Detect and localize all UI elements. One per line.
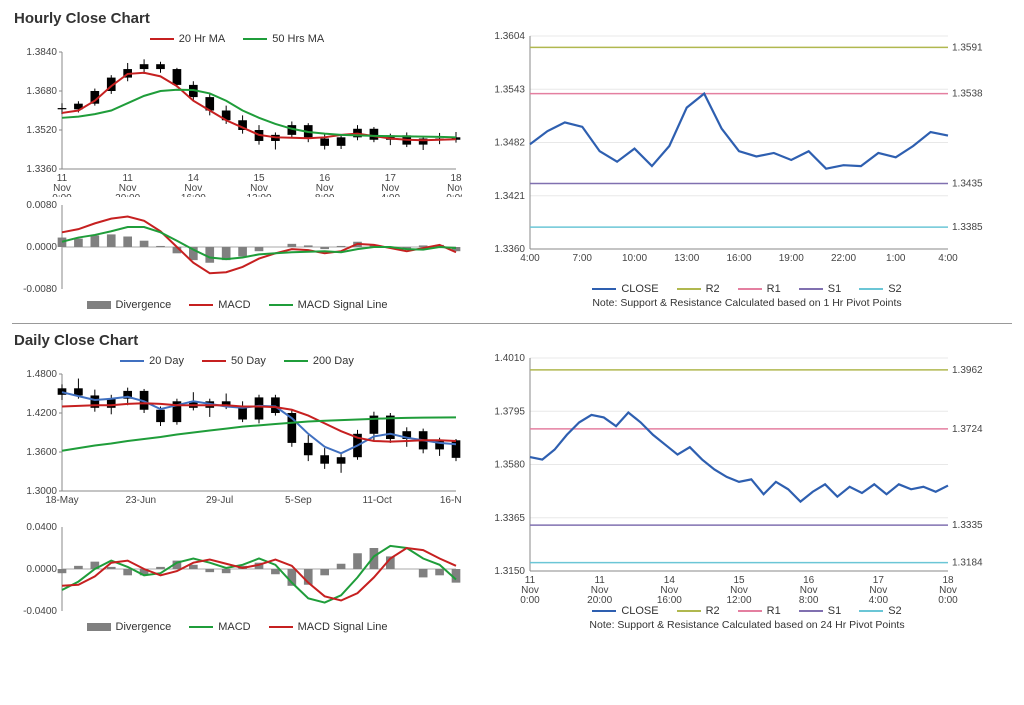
svg-text:1.3543: 1.3543 [494,84,525,95]
section-divider [12,323,1012,324]
hourly-price-legend: 20 Hr MA50 Hrs MA [12,33,462,45]
svg-text:10:00: 10:00 [622,253,647,264]
daily-price-chart: 1.30001.36001.42001.480018-May23-Jun29-J… [12,369,462,519]
daily-macd-legend: DivergenceMACDMACD Signal Line [12,621,462,633]
svg-text:1.3365: 1.3365 [494,513,525,524]
hourly-title: Hourly Close Chart [14,10,1012,27]
hourly-sr-legend: CLOSER2R1S1S2 [482,283,1012,295]
svg-text:-0.0080: -0.0080 [23,284,57,295]
svg-text:4:00: 4:00 [938,253,958,264]
svg-text:19:00: 19:00 [779,253,804,264]
svg-text:1.4200: 1.4200 [26,408,57,419]
daily-macd-chart: -0.0400 0.0000 0.0400 [12,519,462,619]
svg-text:1.3421: 1.3421 [494,191,525,202]
hourly-macd-legend: DivergenceMACDMACD Signal Line [12,299,462,311]
svg-text:8:00: 8:00 [799,595,819,603]
svg-text:1.4010: 1.4010 [494,353,525,364]
svg-text:16:00: 16:00 [726,253,751,264]
svg-text:1.3600: 1.3600 [26,447,57,458]
svg-text:1.3435: 1.3435 [952,179,983,190]
svg-text:1.3520: 1.3520 [26,125,57,136]
svg-text:1:00: 1:00 [886,253,906,264]
svg-text:1.3335: 1.3335 [952,520,983,531]
svg-text:16-Nov: 16-Nov [440,495,462,506]
svg-text:23-Jun: 23-Jun [126,495,157,506]
svg-text:11-Oct: 11-Oct [363,495,392,506]
svg-text:1.3591: 1.3591 [952,42,983,53]
svg-text:1.3184: 1.3184 [952,558,983,569]
svg-text:1.3385: 1.3385 [952,222,983,233]
daily-sr-chart: 1.3150 1.3365 1.3580 1.3795 1.4010 1.3962 1.37… [482,353,992,603]
svg-text:1.3360: 1.3360 [26,164,57,175]
svg-text:0.0000: 0.0000 [26,564,57,575]
svg-text:20:00: 20:00 [587,595,612,603]
svg-text:7:00: 7:00 [573,253,593,264]
svg-text:13:00: 13:00 [674,253,699,264]
hourly-macd-chart: -0.0080 0.0000 0.0080 [12,197,462,297]
daily-sr-legend: CLOSER2R1S1S2 [482,605,1012,617]
svg-text:1.3604: 1.3604 [494,31,525,42]
svg-text:29-Jul: 29-Jul [206,495,233,506]
svg-text:1.3538: 1.3538 [952,89,983,100]
svg-text:1.3840: 1.3840 [26,47,57,58]
svg-text:4:00: 4:00 [869,595,889,603]
svg-text:1.3580: 1.3580 [494,460,525,471]
svg-text:12:00: 12:00 [726,595,751,603]
svg-text:1.3724: 1.3724 [952,424,983,435]
hourly-sr-note: Note: Support & Resistance Calculated ba… [482,297,1012,309]
svg-text:1.3482: 1.3482 [494,138,525,149]
svg-text:0:00: 0:00 [938,595,958,603]
daily-title: Daily Close Chart [14,332,1012,349]
svg-text:1.3795: 1.3795 [494,406,525,417]
svg-text:1.4800: 1.4800 [26,369,57,380]
svg-text:1.3150: 1.3150 [494,566,525,577]
svg-text:5-Sep: 5-Sep [285,495,312,506]
daily-price-legend: 20 Day50 Day200 Day [12,355,462,367]
svg-text:-0.0400: -0.0400 [23,606,57,617]
svg-text:0.0000: 0.0000 [26,242,57,253]
hourly-sr-chart: 1.33601.34211.34821.35431.36041.35911.35… [482,31,992,281]
svg-text:0:00: 0:00 [520,595,540,603]
svg-text:4:00: 4:00 [520,253,540,264]
svg-text:16:00: 16:00 [657,595,682,603]
svg-text:18-May: 18-May [45,495,78,506]
svg-text:1.3680: 1.3680 [26,86,57,97]
daily-sr-note: Note: Support & Resistance Calculated ba… [482,619,1012,631]
svg-text:22:00: 22:00 [831,253,856,264]
svg-text:1.3962: 1.3962 [952,365,983,376]
hourly-price-chart: 1.33601.35201.36801.384011Nov0:0011Nov20… [12,47,462,197]
svg-text:0.0080: 0.0080 [26,200,57,211]
svg-text:0.0400: 0.0400 [26,522,57,533]
